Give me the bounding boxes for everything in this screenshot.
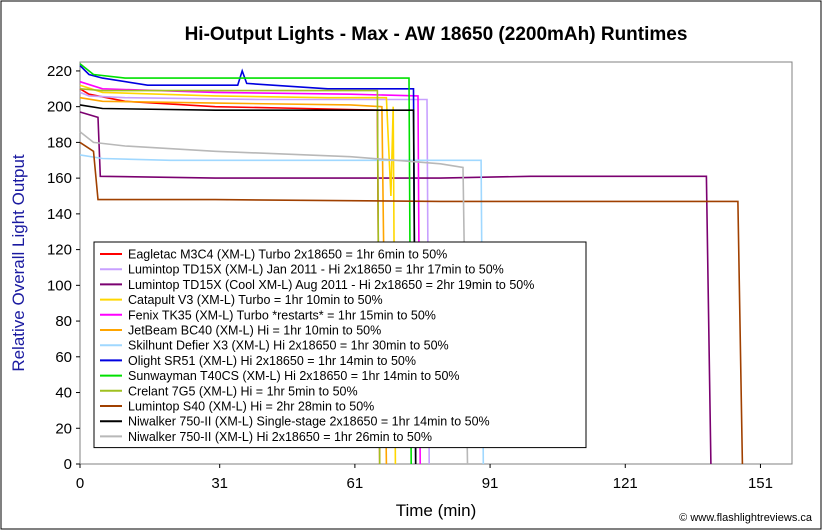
legend-label-6: Skilhunt Defier X3 (XM-L) Hi 2x18650 = 1…	[128, 339, 449, 353]
x-tick-label-0: 0	[76, 475, 84, 492]
y-tick-label-5: 100	[47, 277, 72, 294]
x-tick-label-1: 31	[211, 475, 228, 492]
credit-text: © www.flashlightreviews.ca	[679, 512, 813, 524]
legend-label-11: Niwalker 750-II (XM-L) Single-stage 2x18…	[128, 415, 490, 429]
axis-layer: 0 20 40 60 80 100 120 140 160 180 200 220 0 31 61 91 121…	[47, 63, 773, 492]
y-tick-label-1: 20	[55, 420, 72, 437]
series-line-4	[79, 80, 421, 465]
legend-label-0: Eagletac M3C4 (XM-L) Turbo 2x18650 = 1hr…	[128, 248, 447, 262]
legend-label-3: Catapult V3 (XM-L) Turbo = 1hr 10min to …	[128, 293, 383, 307]
legend-label-8: Sunwayman T40CS (XM-L) Hi 2x18650 = 1hr …	[128, 369, 460, 383]
series-line-6	[79, 154, 485, 465]
legend-label-12: Niwalker 750-II (XM-L) Hi 2x18650 = 1hr …	[128, 430, 432, 444]
series-line-2	[79, 111, 712, 465]
y-tick-label-10: 200	[47, 99, 72, 116]
y-tick-label-8: 160	[47, 170, 72, 187]
legend-label-2: Lumintop TD15X (Cool XM-L) Aug 2011 - Hi…	[128, 278, 534, 292]
series-line-12	[79, 131, 469, 465]
series-line-3	[79, 84, 397, 465]
legend-label-1: Lumintop TD15X (XM-L) Jan 2011 - Hi 2x18…	[128, 263, 504, 277]
x-tick-label-4: 121	[613, 475, 638, 492]
x-tick-label-5: 151	[748, 475, 773, 492]
chart-title: Hi-Output Lights - Max - AW 18650 (2200m…	[185, 24, 688, 45]
legend-label-9: Crelant 7G5 (XM-L) Hi = 1hr 5min to 50%	[128, 384, 358, 398]
y-tick-label-6: 120	[47, 242, 72, 259]
y-tick-label-7: 140	[47, 206, 72, 223]
legend-label-10: Lumintop S40 (XM-L) Hi = 2hr 28min to 50…	[128, 400, 374, 414]
y-tick-label-3: 60	[55, 349, 72, 366]
series-line-8	[79, 63, 412, 465]
y-tick-label-9: 180	[47, 134, 72, 151]
legend-label-4: Fenix TK35 (XM-L) Turbo *restarts* = 1hr…	[128, 308, 436, 322]
y-tick-label-0: 0	[64, 456, 72, 473]
x-tick-label-2: 61	[347, 475, 364, 492]
series-line-11	[79, 104, 417, 465]
y-axis-title: Relative Overall Light Output	[9, 154, 28, 372]
y-tick-label-11: 220	[47, 63, 72, 80]
y-tick-label-2: 40	[55, 385, 72, 402]
series-line-5	[79, 96, 388, 465]
series-line-9	[79, 88, 381, 465]
legend-box	[93, 241, 587, 449]
legend-label-7: Olight SR51 (XM-L) Hi 2x18650 = 1hr 14mi…	[128, 354, 416, 368]
y-tick-label-4: 80	[55, 313, 72, 330]
series-line-10	[79, 141, 744, 465]
legend-label-5: JetBeam BC40 (XM-L) Hi = 1hr 10min to 50…	[128, 324, 381, 338]
series-line-1	[79, 91, 430, 465]
x-axis-title: Time (min)	[396, 501, 477, 520]
x-tick-label-3: 91	[482, 475, 499, 492]
legend: Eagletac M3C4 (XM-L) Turbo 2x18650 = 1hr…	[93, 241, 587, 449]
series-layer	[79, 63, 744, 465]
